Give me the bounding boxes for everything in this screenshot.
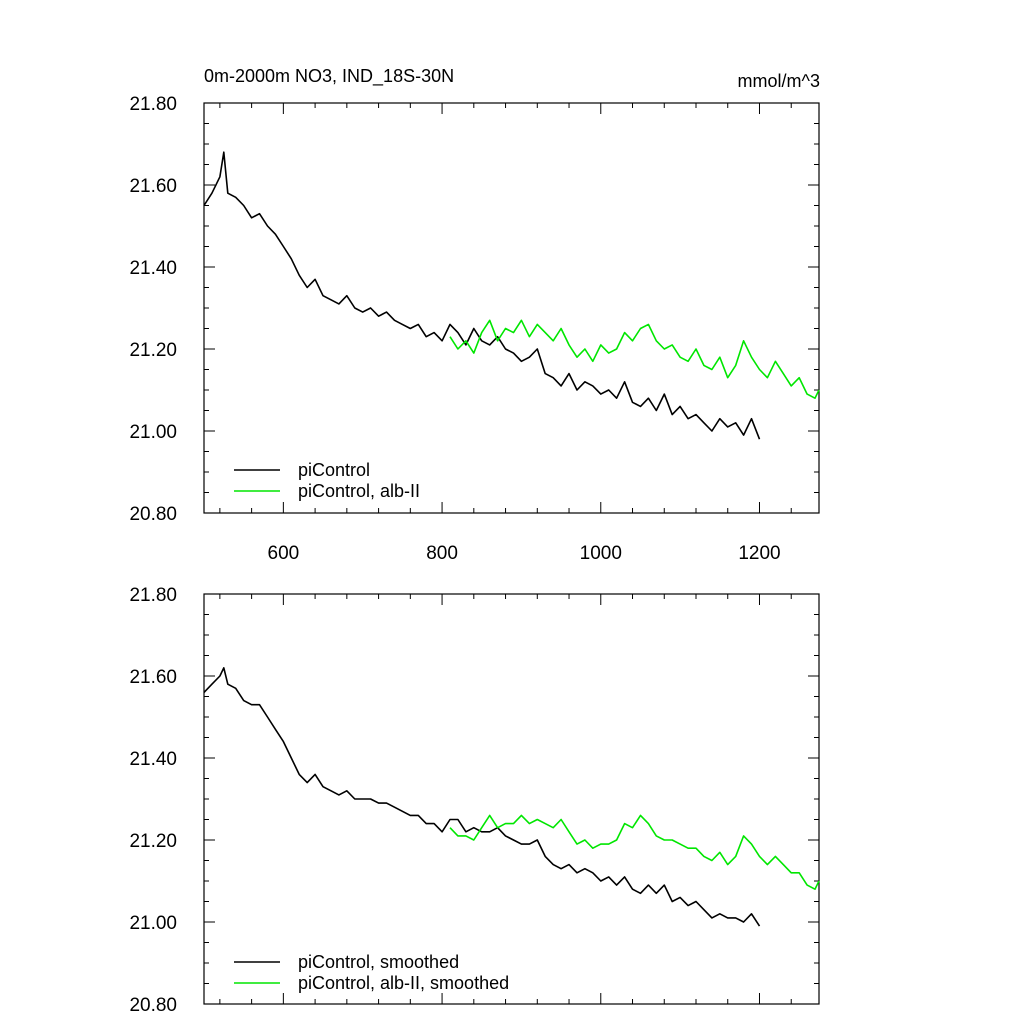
top-x-tick-label: 1000 bbox=[580, 543, 622, 564]
bottom-y-tick-label: 21.20 bbox=[129, 831, 177, 852]
bottom-y-tick-label: 21.00 bbox=[129, 913, 177, 934]
top-y-tick-label: 21.80 bbox=[129, 94, 177, 115]
top-y-tick-label: 21.40 bbox=[129, 258, 177, 279]
top-series-line-picontrol bbox=[203, 151, 761, 440]
top-legend-label-alb-ii: piControl, alb-II bbox=[298, 481, 420, 501]
top-y-tick-label: 20.80 bbox=[129, 504, 177, 525]
bottom-data-lines bbox=[203, 666, 820, 927]
bottom-legend-label-alb-ii-smoothed: piControl, alb-II, smoothed bbox=[298, 973, 509, 993]
bottom-plot-frame bbox=[203, 593, 820, 1005]
top-series-line-picontrol-alb-ii bbox=[449, 319, 820, 400]
bottom-y-tick-label: 20.80 bbox=[129, 995, 177, 1016]
bottom-series-line-picontrol-alb-ii-smoothed bbox=[449, 814, 820, 891]
top-panel-title: 0m-2000m NO3, IND_18S-30N bbox=[204, 66, 454, 87]
top-panel-units: mmol/m^3 bbox=[738, 71, 820, 91]
top-legend: piControl piControl, alb-II bbox=[234, 460, 420, 501]
bottom-y-tick-label: 21.80 bbox=[129, 585, 177, 606]
bottom-legend-label-smoothed: piControl, smoothed bbox=[298, 952, 459, 972]
bottom-legend: piControl, smoothed piControl, alb-II, s… bbox=[234, 952, 509, 993]
bottom-panel: 20.80 21.00 21.20 21.40 21.60 21.80 piControl… bbox=[129, 585, 820, 1016]
bottom-axes: 20.80 21.00 21.20 21.40 21.60 21.80 bbox=[129, 585, 819, 1016]
top-legend-label-picontrol: piControl bbox=[298, 460, 370, 480]
top-x-tick-label: 1200 bbox=[738, 543, 780, 564]
top-x-tick-label: 600 bbox=[268, 543, 300, 564]
bottom-y-tick-label: 21.60 bbox=[129, 667, 177, 688]
top-x-tick-label: 800 bbox=[426, 543, 458, 564]
top-y-tick-label: 21.00 bbox=[129, 422, 177, 443]
top-plot-frame bbox=[203, 102, 820, 514]
bottom-series-line-picontrol-smoothed bbox=[203, 666, 761, 927]
bottom-y-tick-label: 21.40 bbox=[129, 749, 177, 770]
top-panel: 0m-2000m NO3, IND_18S-30N mmol/m^3 20.80… bbox=[129, 66, 820, 564]
top-data-lines bbox=[203, 151, 820, 440]
top-axes: 20.80 21.00 21.20 21.40 21.60 21.80 600 800 1000… bbox=[129, 94, 819, 564]
top-y-tick-label: 21.20 bbox=[129, 340, 177, 361]
top-y-tick-label: 21.60 bbox=[129, 176, 177, 197]
